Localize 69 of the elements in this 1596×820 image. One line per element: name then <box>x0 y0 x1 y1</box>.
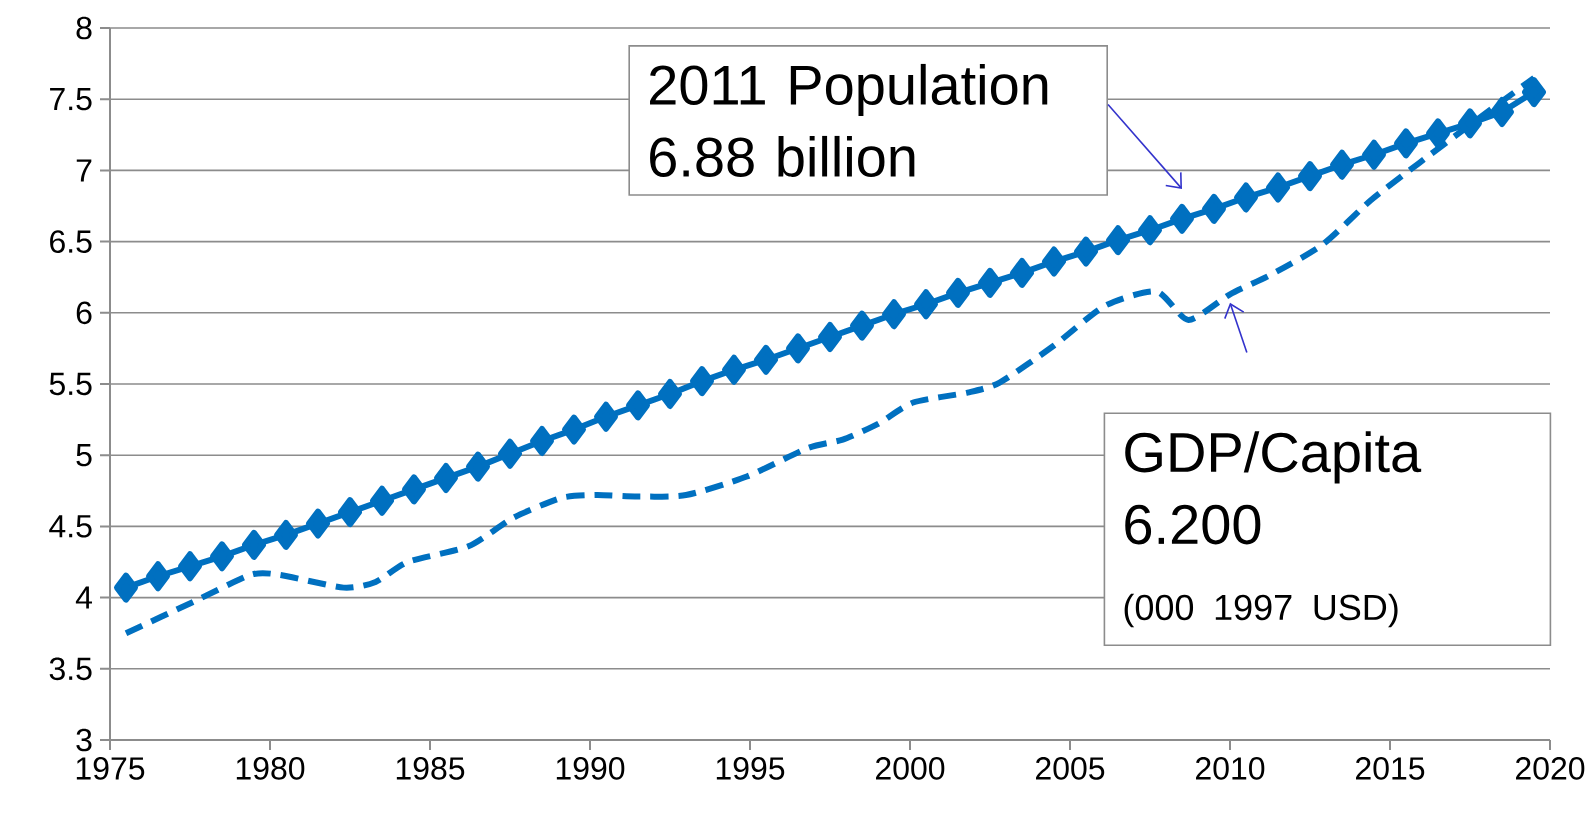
point <box>1010 257 1035 288</box>
y-tick-label: 6.5 <box>50 230 92 253</box>
x-tick-label: 1995 <box>716 757 785 780</box>
point <box>1234 182 1259 213</box>
point <box>530 425 554 456</box>
annotation: (000 1997 USD) <box>1124 593 1398 628</box>
point <box>722 354 746 385</box>
x-tick-label: 1975 <box>76 757 145 780</box>
annotation: 2011 Population 6.88 billion <box>650 63 1048 177</box>
point <box>1522 77 1546 108</box>
point <box>786 333 811 364</box>
point <box>1074 236 1098 267</box>
point <box>690 366 715 397</box>
point <box>882 299 906 330</box>
y-tick-label: 7 <box>76 159 92 182</box>
point <box>1330 149 1354 180</box>
point <box>1170 203 1194 234</box>
y-tick-label: 3 <box>76 728 92 752</box>
point <box>562 414 587 445</box>
y-tick-label: 5.5 <box>49 372 92 396</box>
y-tick-label: 8 <box>76 16 92 40</box>
point <box>210 541 234 572</box>
point <box>1426 118 1450 149</box>
annotation: GDP/Capita 6.200 <box>1125 431 1422 545</box>
x-tick-label: 1985 <box>396 757 465 780</box>
x-tick-label: 2020 <box>1516 757 1585 780</box>
point <box>114 572 139 603</box>
point <box>370 485 394 516</box>
point <box>1266 172 1291 203</box>
point <box>818 322 842 353</box>
y-tick-label: 4.5 <box>49 515 92 538</box>
y-tick-label: 4 <box>75 586 92 609</box>
x-tick-label: 1990 <box>556 757 625 780</box>
point <box>1138 215 1163 246</box>
point <box>914 289 939 320</box>
point <box>1458 108 1483 139</box>
point <box>626 390 650 421</box>
y-tick-label: 5 <box>76 444 92 467</box>
point <box>1042 246 1067 277</box>
point <box>306 508 330 539</box>
point <box>434 462 458 493</box>
point <box>978 267 1002 298</box>
point <box>242 529 266 560</box>
y-tick-label: 6 <box>76 301 92 325</box>
y-tick-label: 7.5 <box>50 88 92 111</box>
point <box>1394 128 1419 159</box>
point <box>402 474 426 505</box>
x-tick-label: 2010 <box>1196 757 1265 780</box>
point <box>594 401 618 432</box>
x-tick-label: 1980 <box>236 757 305 780</box>
x-tick-label: 2015 <box>1356 757 1425 780</box>
point <box>338 497 363 528</box>
point <box>850 310 874 341</box>
x-tick-label: 2005 <box>1036 757 1105 780</box>
point <box>1298 161 1322 192</box>
y-tick-label: 3.5 <box>49 657 92 681</box>
point <box>466 451 491 482</box>
point <box>1106 225 1130 256</box>
x-tick-label: 2000 <box>876 757 945 780</box>
point <box>1490 97 1515 128</box>
point <box>146 561 170 592</box>
point <box>178 551 202 582</box>
point <box>1202 193 1226 224</box>
point <box>274 519 298 550</box>
point <box>1362 139 1387 170</box>
point <box>946 277 970 308</box>
point <box>658 378 682 409</box>
point <box>498 438 522 469</box>
point <box>754 344 778 375</box>
